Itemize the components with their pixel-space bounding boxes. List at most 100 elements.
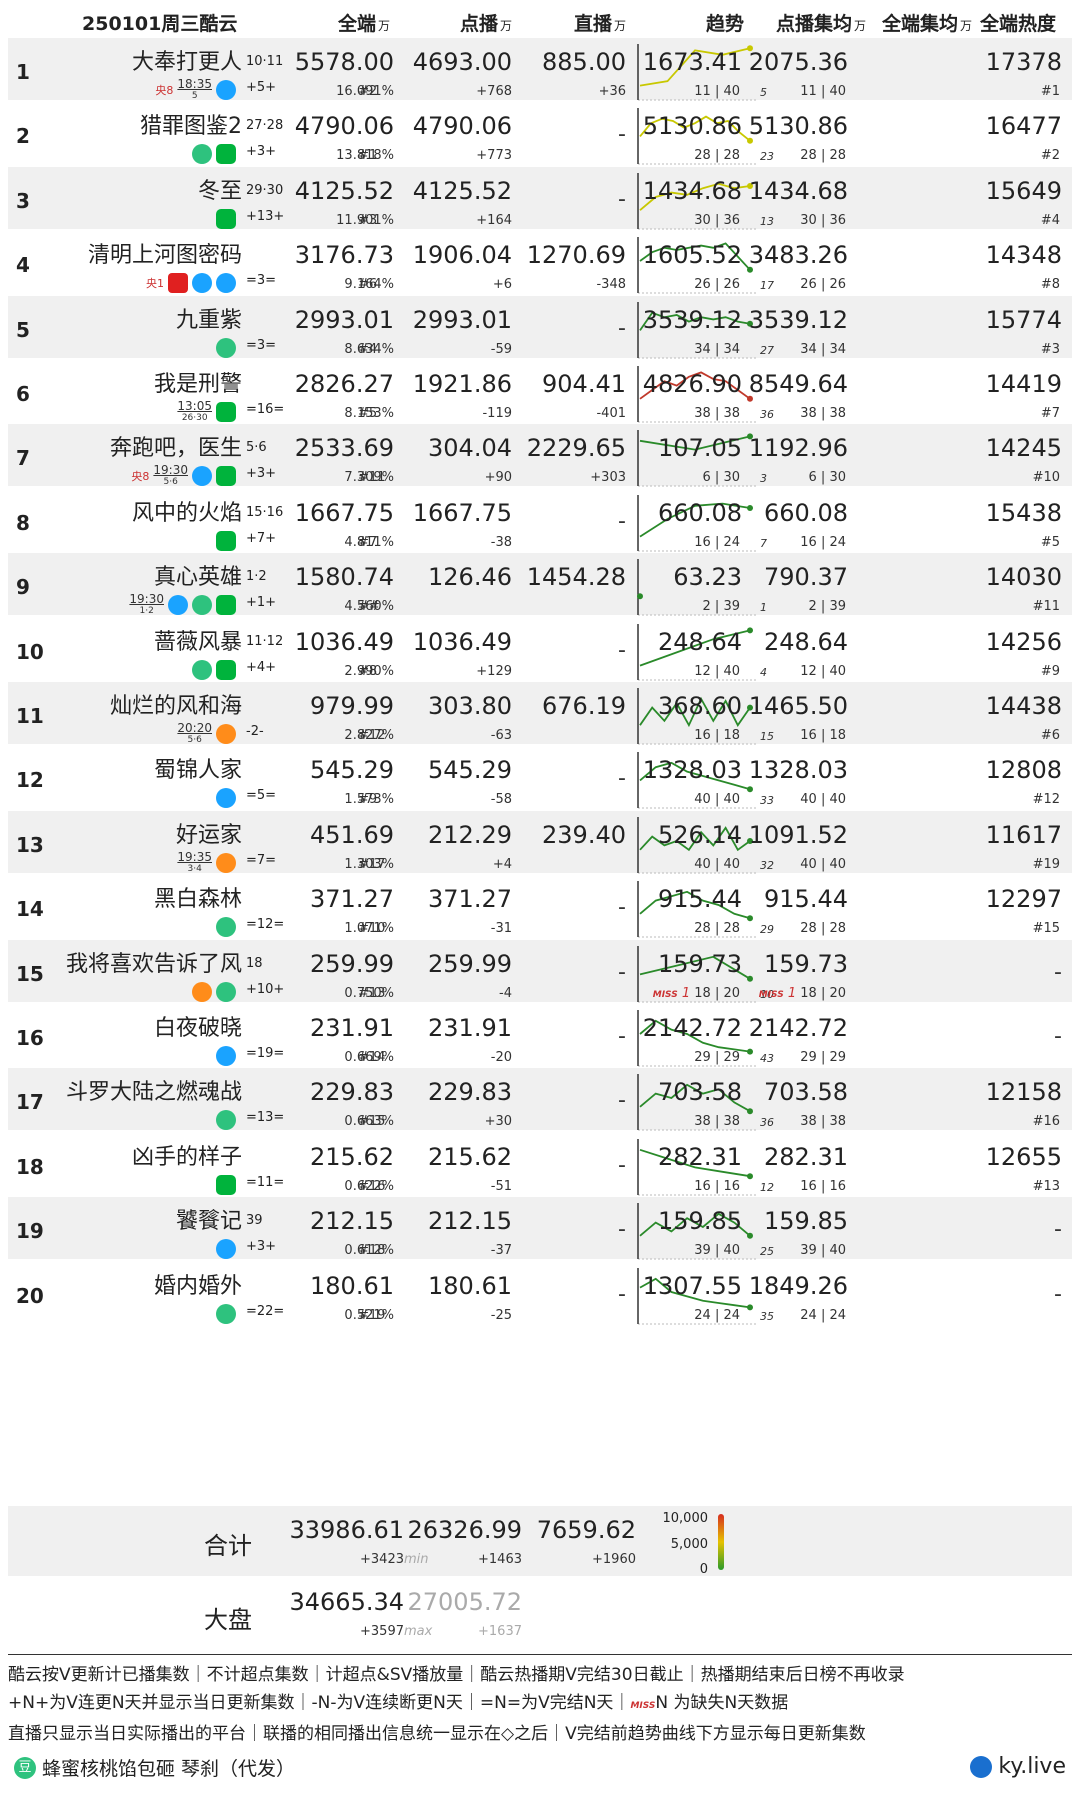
show-title[interactable]: 蔷薇风暴 bbox=[153, 630, 242, 655]
rank: 14 bbox=[16, 897, 44, 921]
heat-rank: #3 bbox=[1040, 342, 1060, 357]
table-row[interactable]: 16 白夜破晓 =19= 231.91 0.669% 231.91 #14 -20 - 43 21… bbox=[8, 1004, 1072, 1067]
quan-share: 4.811% bbox=[344, 535, 394, 550]
platform-list bbox=[216, 1302, 236, 1326]
dianbo-value: 1921.86 bbox=[412, 370, 512, 398]
trend-days: 15 bbox=[760, 730, 774, 743]
show-title[interactable]: 大奉打更人 bbox=[131, 50, 242, 75]
dianbo-avg: 1673.41 bbox=[642, 48, 742, 76]
trend-days: 33 bbox=[760, 794, 774, 807]
table-row[interactable]: 6 我是刑警 =16= 13:05 26·30 2826.27 8.153% 1921.86 #… bbox=[8, 360, 1072, 424]
table-row[interactable]: 15 我将喜欢告诉了风 18 +10+ 259.99 0.750% 259.99 #13 -4 -… bbox=[8, 940, 1072, 1004]
rank: 16 bbox=[16, 1026, 44, 1050]
quan-value: 545.29 bbox=[310, 756, 394, 784]
table-row[interactable]: 5 九重紫 =3= 2993.01 8.634% 2993.01 #4 -59 - 27 3539… bbox=[8, 296, 1072, 359]
table-row[interactable]: 7 奔跑吧，医生 5·6 +3+ 央8 19:30 5·6 2533.69 7.309% 304.… bbox=[8, 424, 1072, 487]
table-row[interactable]: 11 灿烂的风和海 -2- 20:20 5·6 979.99 2.827% 303.80 #12… bbox=[8, 682, 1072, 745]
site-brand[interactable]: ky.live bbox=[970, 1754, 1066, 1779]
show-title[interactable]: 蜀锦人家 bbox=[153, 758, 242, 783]
show-title[interactable]: 饕餮记 bbox=[175, 1209, 242, 1234]
rank: 12 bbox=[16, 768, 44, 792]
quan-avg: 248.64 bbox=[764, 628, 848, 656]
dianbo-change: +30 bbox=[484, 1114, 512, 1129]
table-row[interactable]: 2 猎罪图鉴2 27·28 +3+ 4790.06 13.818% 4790.06 #1 +77… bbox=[8, 102, 1072, 165]
table-row[interactable]: 13 好运家 =7= 19:35 3·4 451.69 1.303% 212.29 #17 +4 2… bbox=[8, 811, 1072, 875]
dianbo-value: 1906.04 bbox=[412, 241, 512, 269]
show-title[interactable]: 九重紫 bbox=[175, 308, 242, 333]
quan-ep-count: 39 | 40 bbox=[800, 1243, 846, 1258]
show-title[interactable]: 冬至 bbox=[197, 179, 242, 204]
heat-value: 17378 bbox=[985, 48, 1062, 76]
quan-share: 9.164% bbox=[344, 277, 394, 292]
update-status: +3+ bbox=[246, 144, 277, 159]
dianbo-avg: 703.58 bbox=[658, 1078, 742, 1106]
heat-rank: #5 bbox=[1040, 535, 1060, 550]
quan-value: 4790.06 bbox=[294, 112, 394, 140]
youku-icon bbox=[192, 466, 212, 486]
tencent-icon bbox=[192, 660, 212, 680]
show-title[interactable]: 斗罗大陆之燃魂战 bbox=[65, 1080, 242, 1105]
trend-sparkline bbox=[637, 1010, 758, 1067]
trend-line bbox=[639, 955, 751, 980]
tencent-icon bbox=[216, 338, 236, 358]
show-title[interactable]: 清明上河图密码 bbox=[87, 243, 242, 268]
platform-list bbox=[192, 980, 236, 1004]
platform-list: 13:05 26·30 bbox=[177, 400, 236, 424]
quan-ep-count: 30 | 36 bbox=[800, 213, 846, 228]
tv-channel: 央8 bbox=[155, 84, 174, 97]
quan-ep-count: 16 | 24 bbox=[800, 535, 846, 550]
rank: 8 bbox=[16, 511, 30, 535]
quan-share: 1.071% bbox=[344, 921, 394, 936]
site-text[interactable]: ky.live bbox=[998, 1754, 1066, 1779]
show-title[interactable]: 凶手的样子 bbox=[131, 1145, 242, 1170]
update-status: +1+ bbox=[246, 595, 277, 610]
heat-value: 15774 bbox=[985, 306, 1062, 334]
update-status: =22= bbox=[246, 1304, 285, 1319]
show-title[interactable]: 真心英雄 bbox=[153, 565, 242, 590]
heat-rank: #10 bbox=[1032, 470, 1060, 485]
dianbo-avg: 2142.72 bbox=[642, 1014, 742, 1042]
show-title[interactable]: 风中的火焰 bbox=[131, 501, 242, 526]
zhibo-value: 239.40 bbox=[542, 821, 626, 849]
table-row[interactable]: 14 黑白森林 =12= 371.27 1.071% 371.27 #10 -31 - 29 91… bbox=[8, 875, 1072, 938]
table-row[interactable]: 18 凶手的样子 =11= 215.62 0.622% 215.62 #16 -51 - 12 2… bbox=[8, 1133, 1072, 1196]
trend-days: 17 bbox=[760, 279, 774, 292]
show-title[interactable]: 黑白森林 bbox=[153, 887, 242, 912]
show-title[interactable]: 猎罪图鉴2 bbox=[140, 114, 242, 139]
table-row[interactable]: 12 蜀锦人家 =5= 545.29 1.573% 545.29 #9 -58 - 33 1328… bbox=[8, 746, 1072, 809]
table-row[interactable]: 20 婚内婚外 =22= 180.61 0.521% 180.61 #19 -25 - 35 13… bbox=[8, 1262, 1072, 1326]
dianbo-change: -25 bbox=[490, 1308, 512, 1323]
zhibo-value: - bbox=[618, 895, 626, 920]
show-title[interactable]: 白夜破晓 bbox=[153, 1016, 242, 1041]
trend-line bbox=[639, 115, 751, 142]
show-title[interactable]: 灿烂的风和海 bbox=[109, 694, 242, 719]
dianbo-value: 4125.52 bbox=[412, 177, 512, 205]
tv-schedule: 18:35 5 bbox=[177, 77, 212, 101]
quan-ep-count: 11 | 40 bbox=[800, 84, 846, 99]
table-row[interactable]: 9 真心英雄 1·2 +1+ 19:30 1·2 1580.74 4.560% 126.46 ##… bbox=[8, 553, 1072, 616]
show-title[interactable]: 我是刑警 bbox=[153, 372, 242, 397]
trend-sparkline bbox=[637, 688, 758, 745]
platform-list: 19:35 3·4 bbox=[177, 851, 236, 875]
show-title[interactable]: 好运家 bbox=[175, 823, 242, 848]
show-title[interactable]: 婚内婚外 bbox=[153, 1274, 242, 1299]
cctv-icon bbox=[168, 273, 188, 293]
quan-avg: 5130.86 bbox=[748, 112, 848, 140]
table-row[interactable]: 3 冬至 29·30 +13+ 4125.52 11.901% 4125.52 #3 +164 -… bbox=[8, 167, 1072, 230]
table-row[interactable]: 17 斗罗大陆之燃魂战 =13= 229.83 0.663% 229.83 #15 +30- … bbox=[8, 1068, 1072, 1131]
show-title[interactable]: 我将喜欢告诉了风 bbox=[65, 952, 242, 977]
table-row[interactable]: 19 饕餮记 39 +3+ 212.15 0.612% 212.15 #18 -37 - 25 15… bbox=[8, 1197, 1072, 1260]
table-row[interactable]: 1 大奉打更人 10·11 +5+ 央8 18:35 5 5578.00 16.091% 4693… bbox=[8, 38, 1072, 101]
tv-schedule: 20:20 5·6 bbox=[177, 721, 212, 745]
heat-value: 12808 bbox=[985, 756, 1062, 784]
dianbo-avg: 368.60 bbox=[658, 692, 742, 720]
dianbo-ep-count: 6 | 30 bbox=[702, 470, 740, 485]
heat-rank: #15 bbox=[1032, 921, 1060, 936]
table-row[interactable]: 4 清明上河图密码 =3= 央1 3176.73 9.164% 1906.04 #6 +6 127… bbox=[8, 231, 1072, 294]
show-title[interactable]: 奔跑吧，医生 bbox=[109, 436, 242, 461]
table-row[interactable]: 8 风中的火焰 15·16 +7+ 1667.75 4.811% 1667.75 #7 -38 -… bbox=[8, 489, 1072, 552]
trend-sparkline bbox=[637, 44, 758, 101]
dianbo-rank: #15 bbox=[358, 1114, 386, 1129]
dianbo-avg: 1434.68 bbox=[642, 177, 742, 205]
table-row[interactable]: 10 蔷薇风暴 11·12 +4+ 1036.49 2.990% 1036.49 #8 +129… bbox=[8, 618, 1072, 681]
